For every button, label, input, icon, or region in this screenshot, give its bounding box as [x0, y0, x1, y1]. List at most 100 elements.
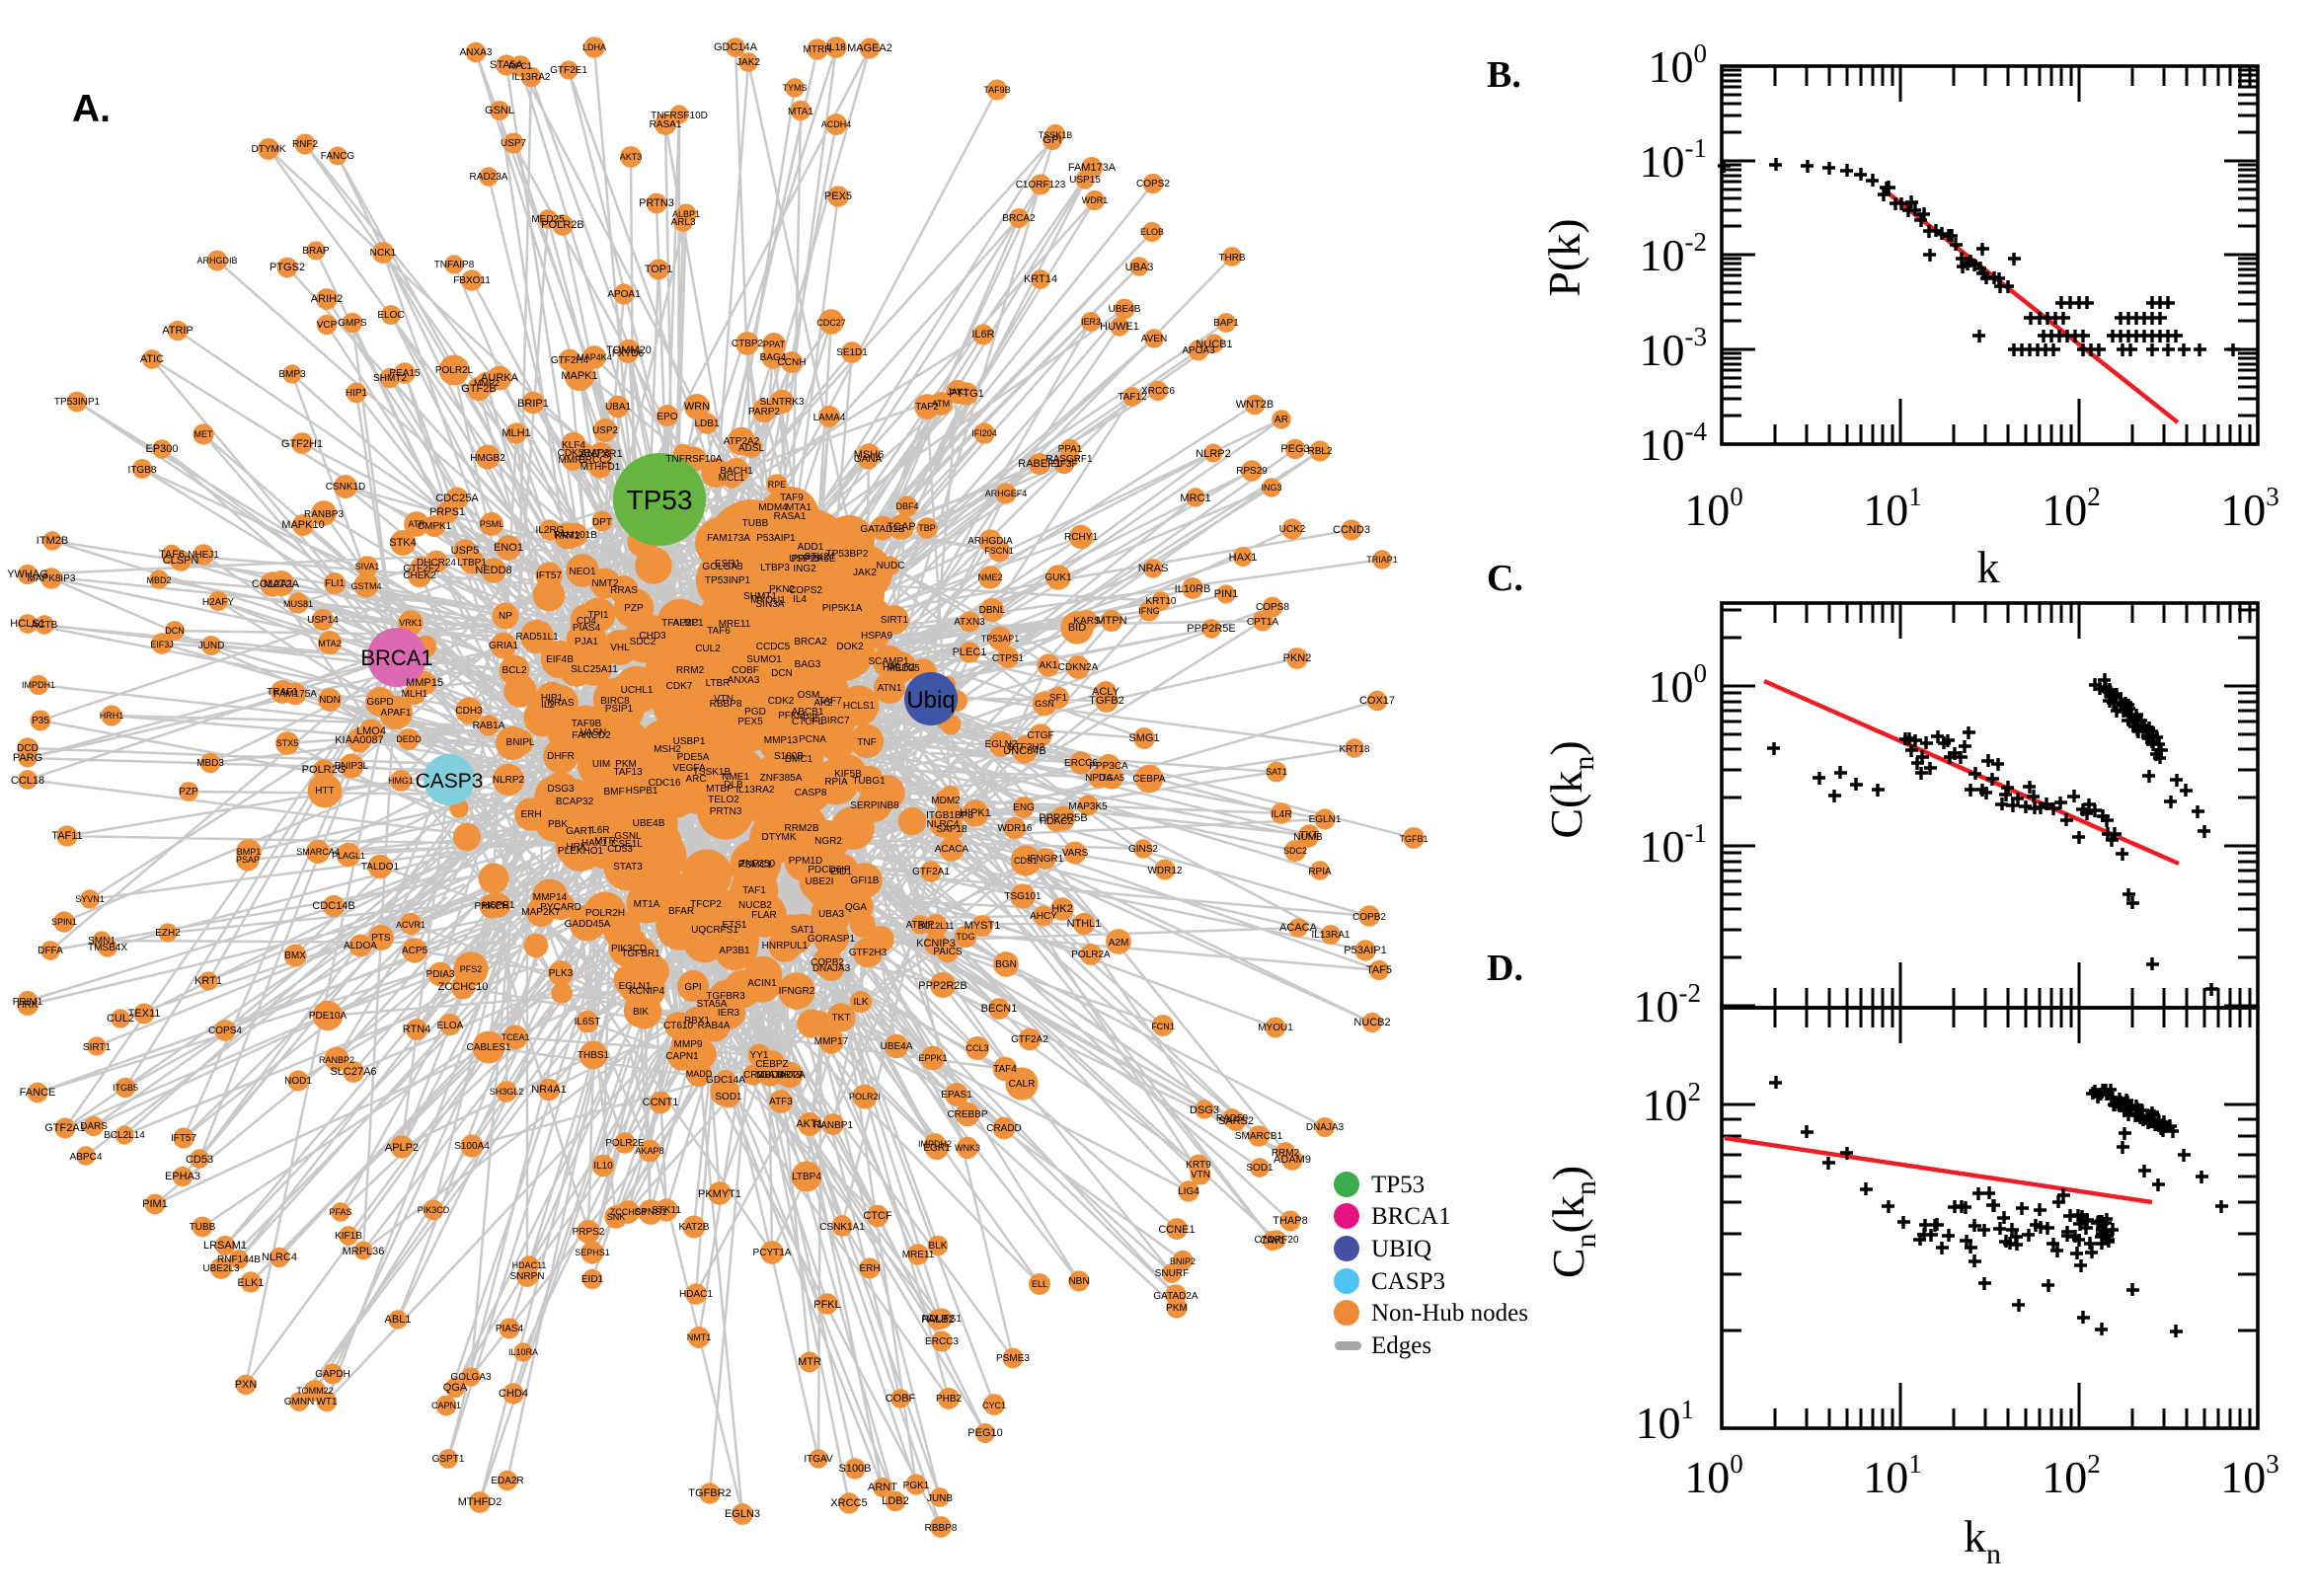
- svg-text:HSPB1: HSPB1: [626, 786, 658, 797]
- svg-text:THBS1: THBS1: [578, 1050, 610, 1061]
- svg-text:C7ORF20: C7ORF20: [1254, 1235, 1298, 1246]
- svg-text:TCEA1: TCEA1: [501, 1032, 529, 1042]
- svg-text:10-2: 10-2: [1634, 978, 1702, 1031]
- svg-text:ABL1: ABL1: [385, 1314, 412, 1326]
- svg-text:SLC25A11: SLC25A11: [571, 664, 618, 675]
- svg-text:DBNL: DBNL: [979, 605, 1006, 616]
- svg-text:GTF2H4: GTF2H4: [551, 355, 589, 366]
- svg-text:MSH6: MSH6: [854, 449, 885, 461]
- svg-text:EPO: EPO: [656, 412, 677, 422]
- svg-text:IFT57: IFT57: [536, 570, 563, 581]
- svg-text:FAM101B: FAM101B: [554, 530, 597, 541]
- svg-text:RAD23A: RAD23A: [470, 172, 508, 183]
- svg-text:PPP3CA: PPP3CA: [1089, 761, 1128, 772]
- svg-text:TSG101: TSG101: [1004, 891, 1042, 902]
- svg-text:NUCB2: NUCB2: [738, 900, 772, 911]
- svg-text:ERCC3: ERCC3: [925, 1336, 959, 1347]
- svg-text:VTN: VTN: [714, 694, 733, 705]
- svg-text:ALBP1: ALBP1: [672, 618, 704, 629]
- svg-text:GATAD2B: GATAD2B: [860, 524, 905, 535]
- svg-text:TOMM22: TOMM22: [296, 1386, 333, 1396]
- svg-text:D.: D.: [1487, 948, 1523, 989]
- svg-text:CTCFL: CTCFL: [792, 717, 824, 727]
- svg-text:CEBPZ: CEBPZ: [755, 1059, 788, 1070]
- svg-text:PFKM: PFKM: [778, 711, 806, 722]
- svg-text:PPP2R5E: PPP2R5E: [1187, 623, 1236, 635]
- svg-text:DARS: DARS: [80, 1121, 108, 1132]
- svg-text:CT610: CT610: [663, 1021, 693, 1031]
- svg-text:RPIA: RPIA: [824, 777, 848, 788]
- svg-text:PRTN3: PRTN3: [639, 197, 674, 209]
- svg-text:AKT1: AKT1: [796, 1118, 823, 1130]
- svg-text:CDC14B: CDC14B: [312, 900, 354, 912]
- svg-text:CTBP2: CTBP2: [732, 339, 764, 349]
- svg-text:RNF144B: RNF144B: [217, 1254, 261, 1265]
- svg-text:NME2: NME2: [977, 572, 1002, 582]
- svg-text:DNAJA3: DNAJA3: [812, 963, 851, 974]
- svg-text:HIP1: HIP1: [346, 388, 368, 399]
- svg-text:HAX1: HAX1: [1229, 552, 1258, 564]
- svg-text:UCK2: UCK2: [1279, 524, 1306, 535]
- svg-text:CSE1L: CSE1L: [611, 839, 643, 850]
- svg-text:PIAS4: PIAS4: [573, 623, 601, 634]
- svg-text:POLR2I: POLR2I: [849, 1092, 881, 1102]
- svg-text:PIN1: PIN1: [1214, 588, 1238, 600]
- svg-text:PKM: PKM: [1166, 1303, 1188, 1314]
- svg-text:MAPK8IP3: MAPK8IP3: [28, 573, 76, 584]
- svg-text:GATAD2A: GATAD2A: [760, 1070, 806, 1081]
- svg-text:ATM: ATM: [932, 399, 950, 409]
- svg-text:MED25: MED25: [887, 663, 920, 674]
- svg-text:C1ORF123: C1ORF123: [1016, 180, 1066, 190]
- svg-text:P53AIP1: P53AIP1: [1344, 945, 1386, 956]
- svg-text:GDC14A: GDC14A: [714, 41, 758, 53]
- svg-text:PEA15: PEA15: [389, 368, 421, 379]
- svg-text:103: 103: [2220, 482, 2279, 535]
- svg-text:GUK1: GUK1: [1044, 572, 1072, 583]
- svg-text:CCNH: CCNH: [778, 357, 807, 368]
- svg-text:DCN: DCN: [165, 626, 185, 636]
- svg-text:POLR2H: POLR2H: [585, 908, 625, 919]
- svg-text:PBK: PBK: [548, 819, 568, 830]
- svg-text:KIAA0087: KIAA0087: [335, 734, 384, 746]
- svg-text:NRAS: NRAS: [1138, 563, 1169, 574]
- svg-text:DLB: DLB: [724, 780, 743, 791]
- svg-text:TP53: TP53: [627, 485, 693, 515]
- svg-text:BIRC8: BIRC8: [600, 696, 630, 707]
- svg-text:PJA1: PJA1: [575, 637, 598, 647]
- svg-text:USP2: USP2: [592, 425, 619, 436]
- svg-text:USP14: USP14: [307, 615, 339, 626]
- svg-text:LRSAM1: LRSAM1: [203, 1240, 247, 1252]
- svg-text:TAF5: TAF5: [1366, 964, 1392, 976]
- svg-text:GINS2: GINS2: [1128, 844, 1158, 855]
- svg-text:ZNF350: ZNF350: [739, 859, 776, 870]
- svg-text:STA5A: STA5A: [697, 999, 728, 1010]
- svg-text:SAT1: SAT1: [791, 925, 815, 936]
- svg-text:BAG4: BAG4: [760, 352, 787, 363]
- svg-text:RRM2: RRM2: [676, 665, 705, 676]
- svg-text:S100B: S100B: [774, 751, 804, 762]
- svg-text:ARC: ARC: [685, 774, 706, 785]
- svg-text:101: 101: [1636, 1395, 1695, 1448]
- svg-text:POLR2E: POLR2E: [605, 1138, 645, 1149]
- svg-text:MBD3: MBD3: [196, 758, 224, 769]
- svg-text:WT1: WT1: [316, 1397, 338, 1407]
- svg-text:COPB2: COPB2: [1352, 912, 1386, 923]
- svg-text:PLEC1: PLEC1: [953, 646, 987, 658]
- svg-text:COBF: COBF: [886, 1393, 916, 1405]
- svg-text:IL10: IL10: [593, 1161, 613, 1172]
- svg-text:TAF12: TAF12: [1118, 392, 1147, 403]
- svg-text:BCL2L11: BCL2L11: [918, 921, 955, 931]
- svg-text:MT1A: MT1A: [634, 899, 660, 910]
- svg-text:PAICS: PAICS: [933, 947, 963, 957]
- svg-text:Non-Hub nodes: Non-Hub nodes: [1371, 1300, 1528, 1327]
- svg-text:MAPK10: MAPK10: [281, 519, 324, 531]
- svg-text:TUBB: TUBB: [742, 518, 769, 529]
- svg-text:HCLS1: HCLS1: [10, 618, 44, 630]
- svg-text:CDKN2A: CDKN2A: [1058, 662, 1099, 673]
- svg-text:P35: P35: [32, 716, 49, 726]
- svg-text:EGR1: EGR1: [923, 1143, 951, 1154]
- svg-text:ILK: ILK: [853, 997, 868, 1008]
- svg-text:MTHFD1: MTHFD1: [580, 462, 621, 473]
- svg-text:PDE5A: PDE5A: [677, 752, 710, 763]
- svg-text:WDR1: WDR1: [1082, 195, 1109, 205]
